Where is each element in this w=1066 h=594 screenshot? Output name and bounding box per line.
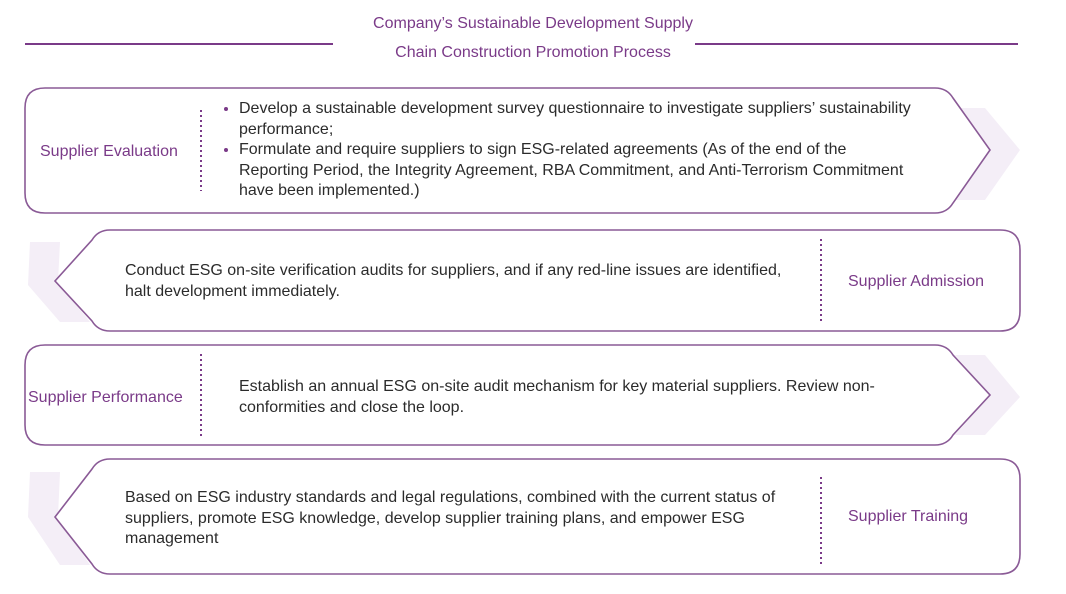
step-shape-admission bbox=[53, 229, 1021, 332]
shadow-chevron bbox=[28, 242, 90, 322]
shadow-chevron bbox=[955, 355, 1020, 435]
step-shape-training bbox=[53, 458, 1021, 575]
title-line-2: Chain Construction Promotion Process bbox=[395, 44, 671, 61]
stage-label-training: Supplier Training bbox=[848, 508, 969, 525]
bullet-item: Develop a sustainable development survey… bbox=[239, 99, 917, 140]
step-body-evaluation: Develop a sustainable development survey… bbox=[217, 99, 917, 202]
step-body-training: Based on ESG industry standards and lega… bbox=[125, 489, 776, 547]
stage-label-evaluation: Supplier Evaluation bbox=[40, 143, 178, 160]
step-shape-evaluation bbox=[24, 87, 991, 214]
step-body-performance: Establish an annual ESG on-site audit me… bbox=[239, 378, 875, 416]
step-body-admission: Conduct ESG on-site verification audits … bbox=[125, 262, 782, 300]
title-line-1: Company’s Sustainable Development Supply bbox=[373, 15, 693, 32]
step-shape-performance bbox=[24, 344, 992, 446]
stage-label-performance: Supplier Performance bbox=[28, 389, 183, 406]
bullet-item: Formulate and require suppliers to sign … bbox=[239, 140, 917, 202]
stage-label-admission: Supplier Admission bbox=[848, 273, 985, 290]
